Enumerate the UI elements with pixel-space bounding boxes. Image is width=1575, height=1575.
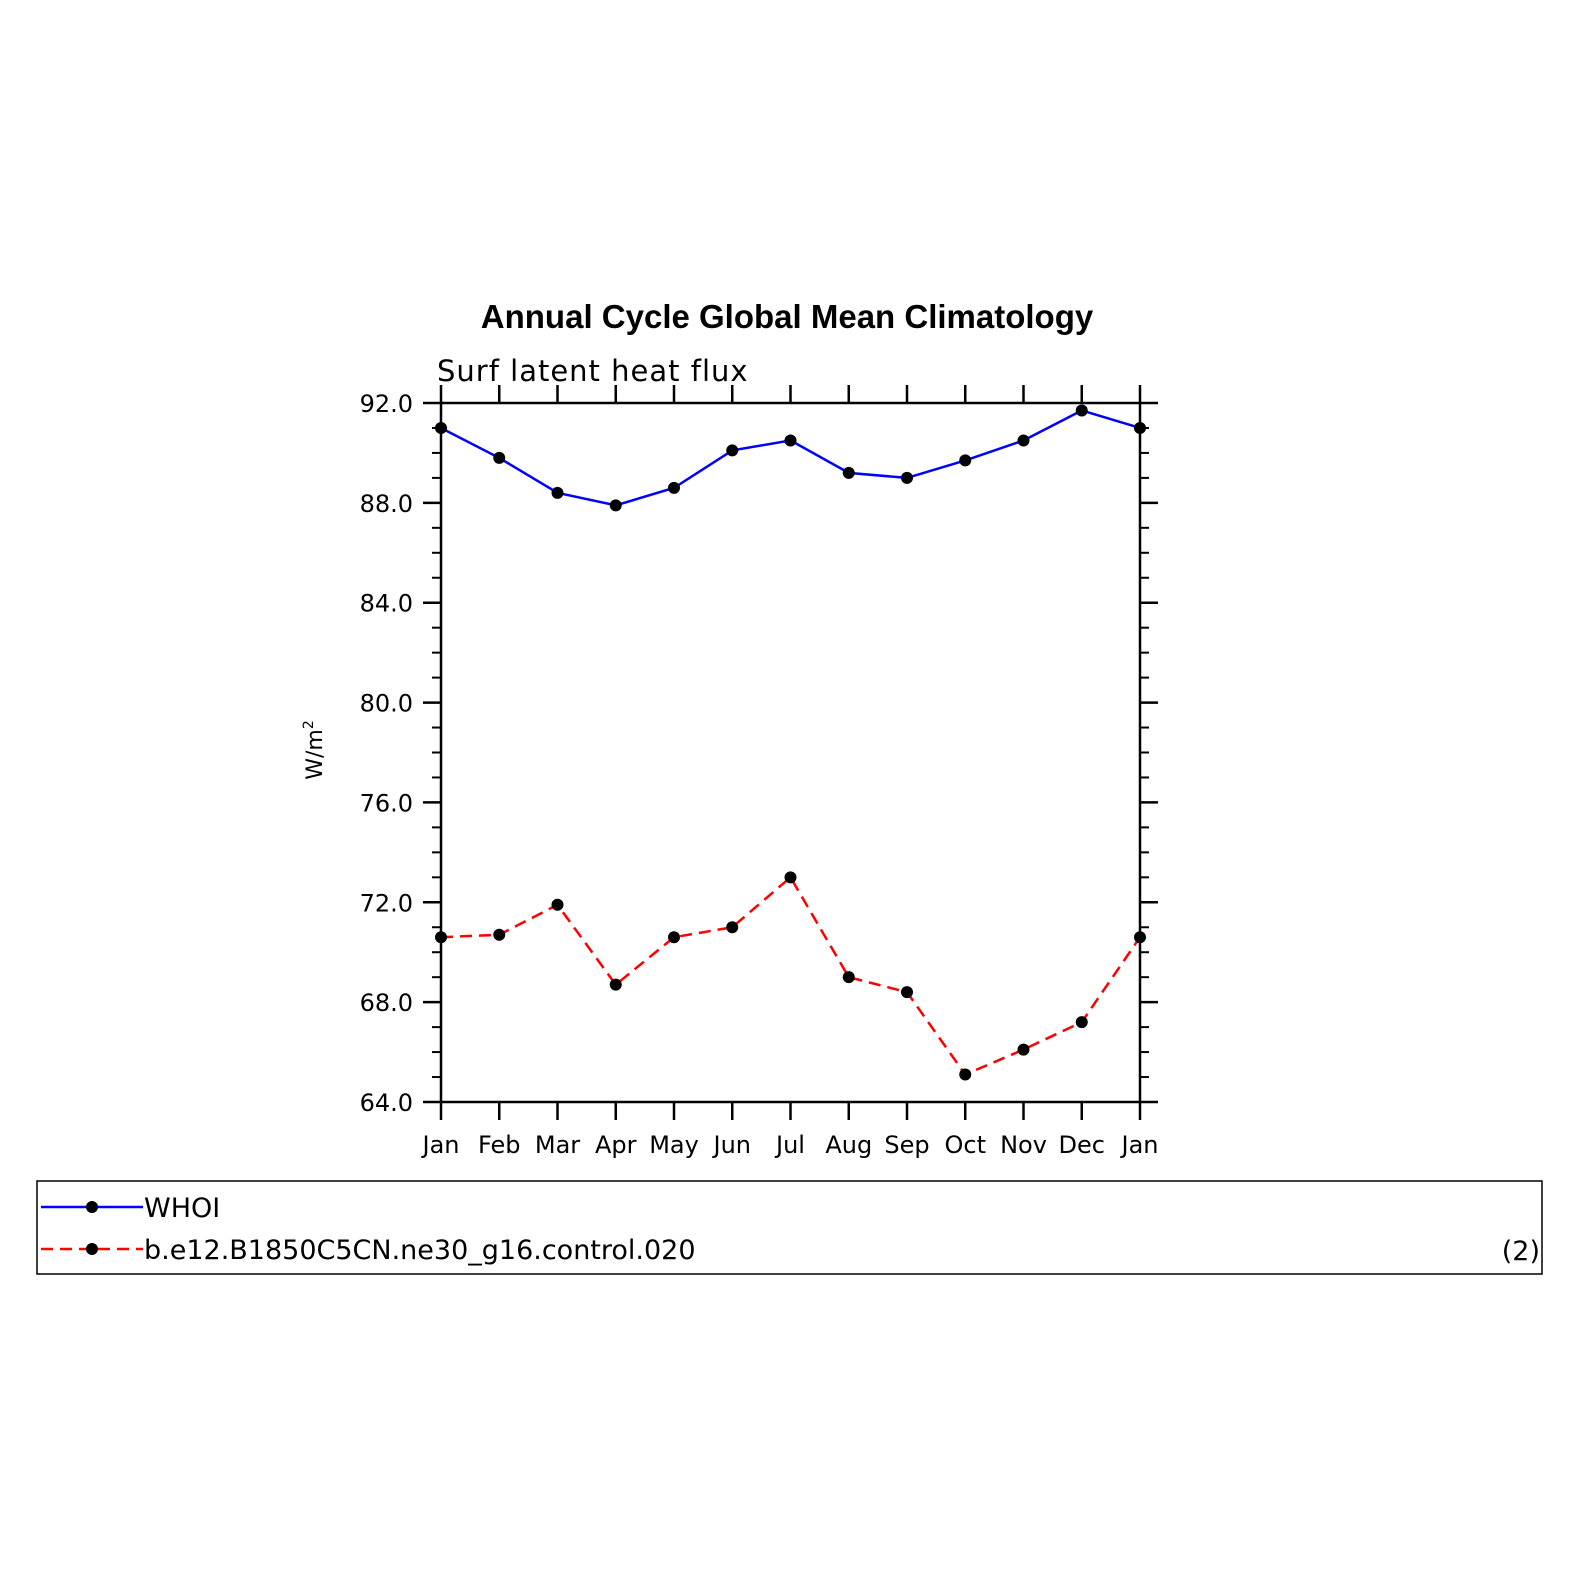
y-tick-label: 92.0	[360, 390, 413, 418]
y-axis-label-base: W/m	[303, 729, 328, 780]
series-1-point	[435, 421, 447, 434]
y-tick-label: 84.0	[360, 590, 413, 618]
axes: Jan Feb Mar Apr May Jun Jul Aug Sep Oct Nov Dec Jan 9…	[360, 385, 1159, 1159]
y-tick-label: 76.0	[360, 789, 413, 817]
series-2-point	[668, 931, 680, 944]
series-2-point	[842, 971, 855, 984]
plot-frame	[439, 401, 1142, 1104]
series-1-point	[784, 434, 797, 447]
y-tick-label: 64.0	[360, 1089, 413, 1117]
y-tick-label: 88.0	[360, 490, 413, 518]
series-2-point	[435, 931, 447, 944]
x-tick-label: Feb	[478, 1131, 521, 1159]
series-2-point	[609, 978, 622, 991]
series-2-point	[1075, 1016, 1088, 1029]
legend-label-2: b.e12.B1850C5CN.ne30_g16.control.020	[144, 1235, 696, 1266]
series-line-2	[440, 875, 1142, 1077]
series-2-point	[726, 921, 739, 934]
legend-box	[36, 1180, 1543, 1275]
series-2-point	[1134, 931, 1146, 944]
series-layer	[435, 404, 1146, 1081]
x-tick-label: Jul	[774, 1131, 805, 1159]
x-tick-label: Dec	[1059, 1131, 1105, 1159]
legend: (2) WHOI b.e12.B1850C5CN.ne30_g16.control…	[36, 1180, 1543, 1275]
series-1-point	[1017, 434, 1030, 447]
legend-label-1: WHOI	[144, 1193, 220, 1224]
series-1-point	[901, 471, 913, 484]
series-1-point	[668, 481, 680, 494]
series-2-point	[784, 871, 797, 884]
x-tick-label: May	[649, 1131, 699, 1159]
series-line-1	[440, 409, 1141, 507]
x-tick-label: Sep	[884, 1131, 929, 1159]
legend-marker-2	[86, 1243, 98, 1255]
series-1-point	[609, 499, 622, 512]
x-tick-label: Jan	[421, 1131, 460, 1159]
chart-subtitle: Surf latent heat flux	[437, 354, 749, 388]
series-2-point	[959, 1068, 972, 1081]
x-tick-label: Apr	[595, 1131, 637, 1159]
series-1-point	[959, 454, 972, 467]
series-1-point	[493, 451, 506, 464]
chart-title: Annual Cycle Global Mean Climatology	[481, 298, 1094, 335]
x-tick-label: Mar	[535, 1131, 580, 1159]
series-1-point	[551, 486, 564, 499]
series-1-point	[726, 444, 739, 457]
x-tick-label: Jun	[712, 1131, 752, 1159]
series-1-point	[1075, 404, 1088, 417]
series-1-point	[1134, 421, 1146, 434]
y-axis-label: W/m2	[301, 720, 328, 780]
x-tick-label: Aug	[825, 1131, 872, 1159]
x-tick-label: Oct	[945, 1131, 987, 1159]
series-2-point	[551, 898, 564, 911]
series-1-point	[842, 466, 855, 479]
y-tick-label: 68.0	[360, 989, 413, 1017]
y-axis-label-superscript: 2	[301, 720, 317, 729]
y-tick-label: 72.0	[360, 889, 413, 917]
panel-label: (2)	[1502, 1236, 1540, 1267]
x-tick-label: Nov	[1000, 1131, 1047, 1159]
series-2-point	[493, 928, 506, 941]
series-2-point	[1017, 1043, 1030, 1056]
y-tick-label: 80.0	[360, 690, 413, 718]
x-tick-label: Jan	[1120, 1131, 1159, 1159]
legend-marker-1	[86, 1201, 98, 1213]
series-2-point	[901, 986, 913, 999]
